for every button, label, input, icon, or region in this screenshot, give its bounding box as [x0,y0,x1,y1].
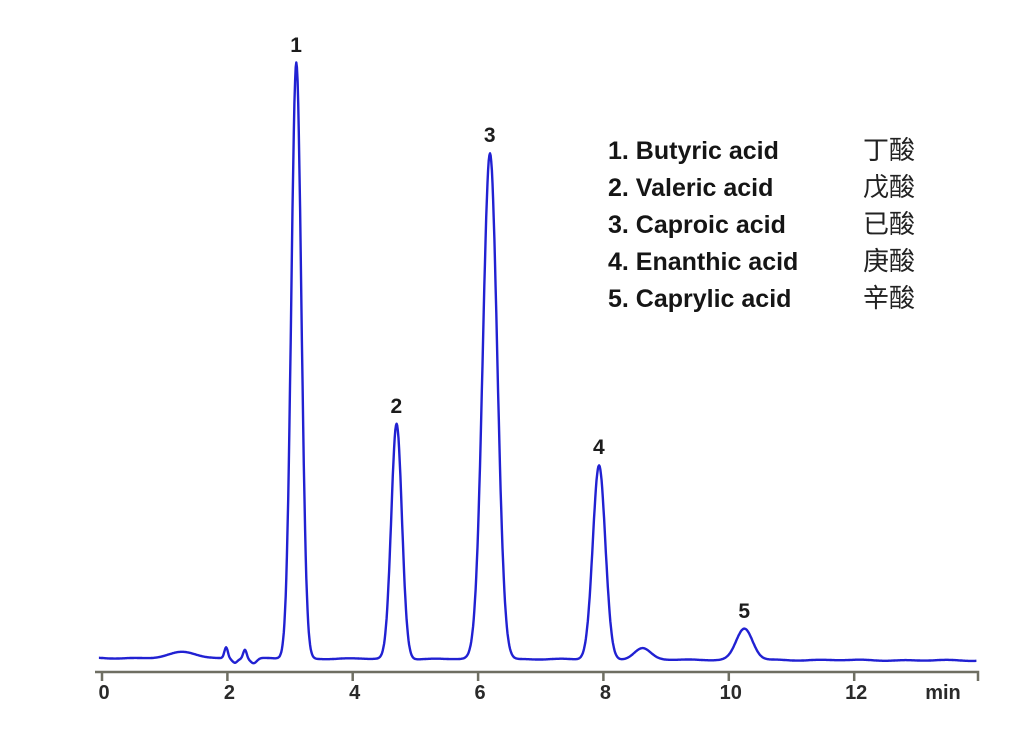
legend-entry-en: 4. Enanthic acid [608,248,799,276]
legend-entry-zh: 辛酸 [863,284,916,313]
x-tick-label: 0 [98,682,109,704]
x-tick-label: 8 [600,682,611,704]
x-tick-label: 12 [845,682,867,704]
legend-entry-zh: 丁酸 [863,136,916,165]
x-tick-label: 10 [720,682,742,704]
legend-item: 3. Caproic acid 已酸 [608,204,915,241]
legend-entry-zh: 戊酸 [863,173,916,202]
legend-entry-zh: 庚酸 [863,247,916,276]
legend-item: 4. Enanthic acid 庚酸 [608,241,915,278]
x-tick-label: 4 [349,682,361,704]
legend-entry-en: 3. Caproic acid [608,211,786,239]
legend-entry-en: 1. Butyric acid [608,137,779,165]
legend-entry-zh: 已酸 [863,210,916,239]
legend: 1. Butyric acid 丁酸 2. Valeric acid 戊酸 3.… [608,130,915,315]
x-tick-label: 6 [475,682,486,704]
x-axis [95,670,980,681]
legend-item: 5. Caprylic acid 辛酸 [608,278,915,315]
x-tick-label: 2 [224,682,235,704]
legend-item: 1. Butyric acid 丁酸 [608,130,915,167]
legend-entry-en: 5. Caprylic acid [608,285,792,313]
x-axis-unit-label: min [925,682,961,704]
legend-entry-en: 2. Valeric acid [608,174,774,202]
chromatogram-trace [98,61,977,665]
legend-item: 2. Valeric acid 戊酸 [608,167,915,204]
